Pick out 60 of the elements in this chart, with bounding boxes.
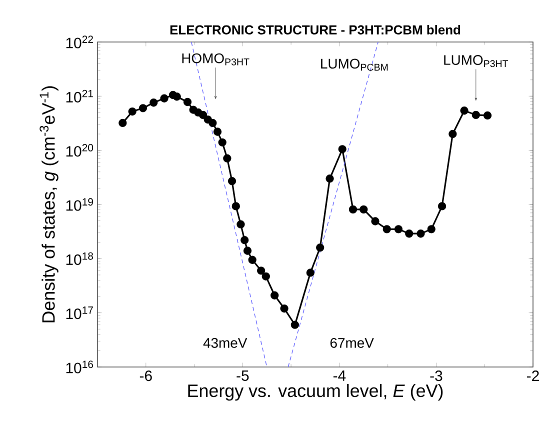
point (438, 202, 446, 210)
point (472, 110, 480, 120)
point (232, 202, 240, 210)
point (460, 106, 468, 115)
y-axis-title: Density of states, g (cm$^{-3}$eV$^{-1}$) (40, 86, 58, 322)
point (138, 104, 148, 112)
x-axis-title: Energy vs. vacuum level, E (eV) (188, 384, 443, 401)
annotation: LUMO$_{PCBM}$ (321, 58, 388, 71)
x-tick-label: -6 (140, 370, 152, 382)
point (248, 256, 256, 264)
point (228, 177, 236, 186)
point (290, 320, 300, 329)
point (270, 291, 279, 300)
point (236, 220, 245, 228)
y-tick-label: 10$^{21}$ (66, 90, 93, 102)
point (198, 110, 208, 120)
point (371, 217, 380, 226)
point (208, 118, 217, 128)
point (256, 266, 266, 275)
x-tick-label: -2 (527, 370, 539, 381)
point (218, 138, 226, 146)
point (427, 225, 436, 234)
point (338, 145, 346, 154)
y-tick-label: 10$^{18}$ (66, 252, 94, 265)
point (262, 272, 270, 281)
point (172, 92, 181, 101)
point (326, 174, 334, 183)
point (160, 94, 168, 102)
point (213, 128, 222, 136)
annotation: HOMO$_{P3HT}$ (182, 53, 250, 66)
y-tick-label: 10$^{22}$ (66, 36, 93, 48)
point (183, 98, 192, 106)
point (243, 246, 252, 255)
point (405, 230, 414, 238)
annotation: 43meV (203, 338, 248, 348)
point (118, 118, 127, 128)
y-tick-label: 10$^{17}$ (66, 306, 93, 320)
y-tick-label: 10$^{16}$ (66, 360, 94, 374)
point (448, 130, 457, 138)
point (348, 205, 358, 214)
point (280, 304, 288, 313)
point (128, 107, 136, 116)
point (316, 244, 324, 252)
point (483, 111, 492, 120)
annotation: 67meV (330, 338, 374, 348)
point (416, 230, 425, 238)
point (150, 98, 158, 107)
annotation: LUMO$_{P3HT}$ (444, 55, 508, 68)
point (382, 225, 391, 234)
point (240, 236, 249, 244)
point (306, 268, 314, 277)
x-tick-label: -4 (333, 370, 346, 381)
point (394, 225, 403, 234)
point (223, 154, 232, 162)
x-tick-label: -5 (236, 370, 249, 381)
y-tick-label: 10$^{19}$ (66, 198, 93, 211)
x-tick-label: -3 (430, 370, 442, 382)
chart-title: ELECTRONIC STRUCTURE - P3HT:PCBM blend (170, 24, 460, 34)
y-tick-label: 10$^{20}$ (66, 144, 94, 157)
point (360, 205, 368, 214)
